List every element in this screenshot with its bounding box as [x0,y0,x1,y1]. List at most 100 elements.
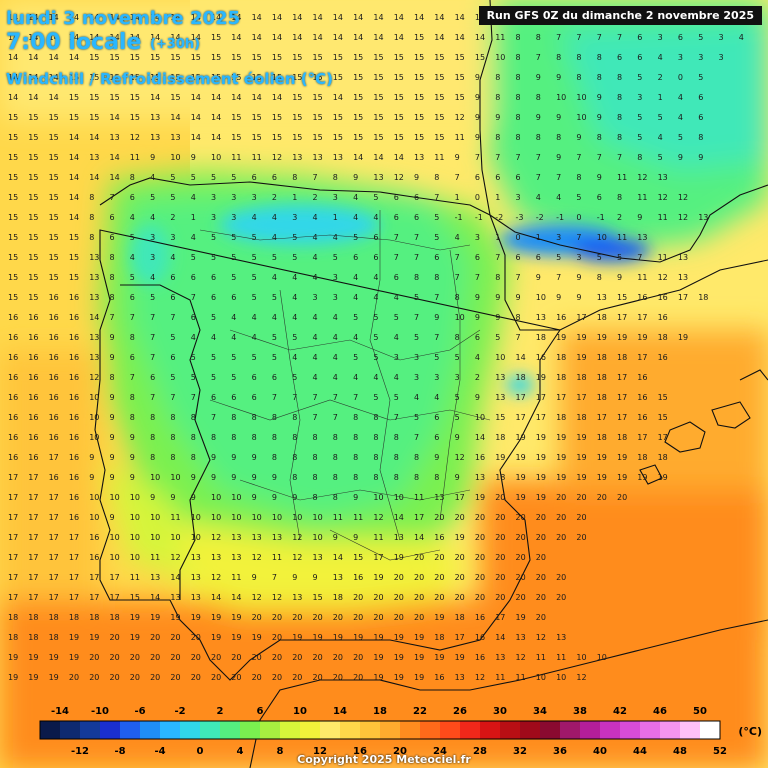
grid-value: 7 [394,233,399,242]
grid-value: 9 [414,173,419,182]
grid-value: 10 [170,473,180,482]
grid-value: 0 [516,233,521,242]
grid-value: 16 [69,413,79,422]
grid-value: 20 [110,673,120,682]
grid-value: 15 [8,173,18,182]
grid-value: 4 [333,353,338,362]
grid-value: 15 [313,133,323,142]
grid-value: 5 [231,173,236,182]
grid-value: 20 [89,653,99,662]
grid-value: 19 [130,633,140,642]
grid-value: 14 [191,113,201,122]
grid-value: 3 [678,53,683,62]
grid-value: 4 [231,333,236,342]
grid-value: 14 [69,33,79,42]
grid-value: 20 [394,573,404,582]
grid-value: 13 [536,313,546,322]
grid-value: 6 [130,293,135,302]
grid-value: 4 [313,233,318,242]
grid-value: 15 [49,213,59,222]
grid-value: 12 [272,153,282,162]
grid-value: 10 [576,113,586,122]
grid-value: 19 [231,613,241,622]
grid-value: 14 [333,93,343,102]
grid-value: 7 [394,253,399,262]
grid-value: 20 [475,513,485,522]
grid-value: 5 [252,293,257,302]
grid-value: 10 [89,433,99,442]
grid-value: 15 [617,293,627,302]
grid-value: 8 [516,33,521,42]
grid-value: 20 [373,613,383,622]
grid-value: 18 [658,453,668,462]
grid-value: 15 [211,53,221,62]
grid-value: 19 [495,453,505,462]
grid-value: 9 [89,473,94,482]
grid-value: 2 [475,373,480,382]
legend-swatch [700,721,721,739]
grid-value: 5 [252,273,257,282]
grid-value: 11 [170,513,180,522]
grid-value: 9 [556,73,561,82]
grid-value: 12 [455,113,465,122]
grid-value: 6 [373,253,378,262]
grid-value: 17 [49,513,59,522]
grid-value: 4 [658,133,663,142]
grid-value: 17 [8,553,18,562]
grid-value: 16 [637,393,647,402]
grid-value: 19 [637,473,647,482]
grid-value: 13 [170,133,180,142]
grid-value: 7 [617,33,622,42]
grid-value: 20 [495,573,505,582]
grid-value: 5 [556,253,561,262]
grid-value: 12 [637,173,647,182]
grid-value: 10 [130,513,140,522]
grid-value: 15 [333,73,343,82]
grid-value: 14 [394,153,404,162]
grid-value: 16 [69,513,79,522]
grid-value: 18 [28,633,38,642]
grid-value: 14 [49,93,59,102]
legend-tick-upper: 18 [373,706,387,717]
grid-value: 3 [394,353,399,362]
grid-value: 13 [89,333,99,342]
grid-value: 19 [292,633,302,642]
grid-value: 17 [373,553,383,562]
grid-value: 14 [49,73,59,82]
grid-value: 8 [373,433,378,442]
grid-value: 9 [597,113,602,122]
grid-value: 20 [130,653,140,662]
grid-value: 3 [475,233,480,242]
grid-value: 9 [475,113,480,122]
grid-value: 18 [597,313,607,322]
grid-value: 5 [191,253,196,262]
grid-value: 7 [536,173,541,182]
grid-value: 1 [658,93,663,102]
legend-swatch [320,721,341,739]
grid-value: 8 [292,473,297,482]
grid-value: 4 [455,233,460,242]
grid-value: 13 [231,553,241,562]
grid-value: 14 [8,13,18,22]
grid-value: 16 [89,533,99,542]
grid-value: 16 [69,333,79,342]
grid-value: 8 [353,433,358,442]
grid-value: 14 [69,173,79,182]
grid-value: 15 [414,93,424,102]
grid-value: 6 [191,313,196,322]
grid-value: 4 [353,373,358,382]
grid-value: 7 [110,193,115,202]
grid-value: 20 [434,573,444,582]
grid-value: 19 [414,673,424,682]
grid-value: 5 [191,353,196,362]
grid-value: 14 [394,33,404,42]
grid-value: 20 [272,613,282,622]
grid-value: 10 [170,153,180,162]
grid-value: 8 [89,233,94,242]
grid-value: 12 [516,653,526,662]
grid-value: 5 [414,413,419,422]
legend-swatch [200,721,221,739]
grid-value: 20 [313,613,323,622]
grid-value: 6 [170,293,175,302]
